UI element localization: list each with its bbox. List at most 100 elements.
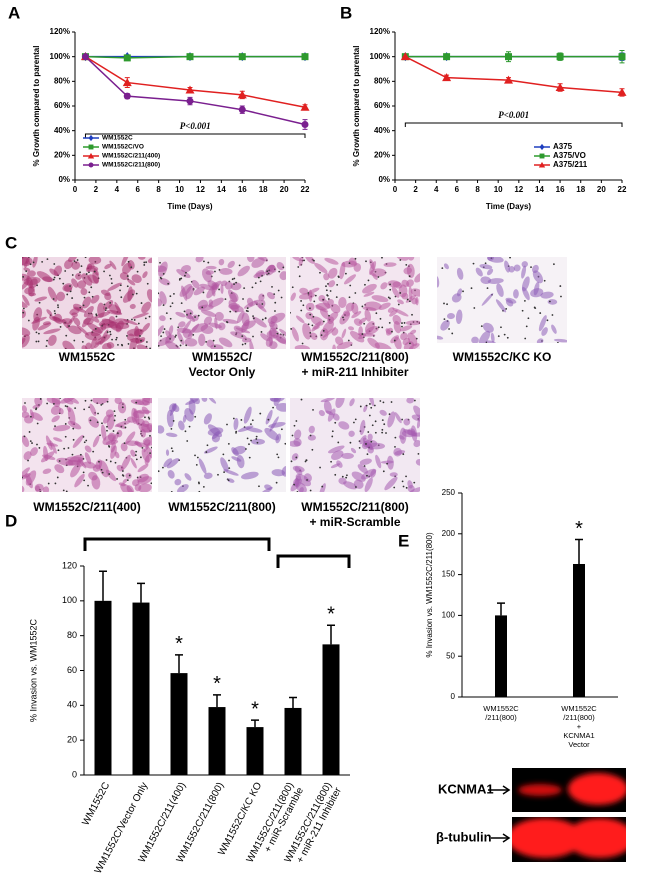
cell xyxy=(241,471,259,480)
pore xyxy=(27,319,30,322)
cell xyxy=(332,344,336,349)
cell xyxy=(538,315,547,332)
marker xyxy=(88,144,94,150)
pore xyxy=(375,312,378,315)
cell xyxy=(42,486,50,492)
bar xyxy=(322,644,340,775)
cell xyxy=(199,283,215,291)
pore xyxy=(226,423,228,426)
cell xyxy=(106,413,115,430)
pore xyxy=(379,317,382,320)
pore xyxy=(377,276,380,278)
cell xyxy=(22,435,30,448)
pore xyxy=(365,443,367,445)
x-tick-label-line: /211(800) xyxy=(563,713,595,722)
pore xyxy=(87,484,89,487)
cell xyxy=(351,302,359,315)
marker xyxy=(539,153,545,159)
pore xyxy=(126,275,129,277)
pore xyxy=(370,440,373,443)
pore xyxy=(226,321,229,324)
cell xyxy=(504,260,510,273)
legend-label: A375/VO xyxy=(553,151,586,160)
cell xyxy=(147,257,152,264)
pore xyxy=(361,305,364,308)
cell xyxy=(184,338,198,347)
pore xyxy=(386,462,389,465)
marker xyxy=(123,54,131,62)
series-line xyxy=(85,56,306,108)
pore xyxy=(148,417,151,420)
pore xyxy=(54,482,57,485)
cell xyxy=(75,273,82,280)
cell xyxy=(281,466,286,477)
pore xyxy=(85,439,88,442)
cell xyxy=(551,324,557,334)
pore xyxy=(548,300,551,303)
cell xyxy=(540,291,554,299)
pore xyxy=(260,331,263,333)
cell xyxy=(158,325,164,338)
cell xyxy=(508,266,515,273)
cell xyxy=(92,398,109,404)
cell xyxy=(547,299,558,305)
cell xyxy=(401,292,409,300)
cell xyxy=(327,316,335,324)
cell xyxy=(295,473,312,487)
panel-label: E xyxy=(398,531,409,550)
x-axis-label: Time (Days) xyxy=(167,202,213,211)
cell xyxy=(178,321,186,328)
pore xyxy=(354,257,357,260)
pore xyxy=(349,441,352,444)
cell xyxy=(378,302,391,310)
pore xyxy=(413,481,416,484)
pore xyxy=(54,425,56,428)
pore xyxy=(135,450,138,453)
legend-label: A375 xyxy=(553,142,573,151)
cell xyxy=(480,276,492,285)
pore xyxy=(145,341,148,343)
cell xyxy=(251,438,265,445)
pore xyxy=(401,325,403,328)
pore xyxy=(65,334,68,337)
pore xyxy=(543,279,546,282)
cell xyxy=(237,310,245,323)
x-tick-label: 2 xyxy=(94,185,99,194)
image-caption: WM1552C/211(400) xyxy=(33,500,140,514)
cell xyxy=(91,475,101,490)
panel-label: C xyxy=(5,233,17,252)
pore xyxy=(232,417,235,420)
cell xyxy=(54,464,65,474)
cell xyxy=(392,281,403,289)
image-caption: WM1552C/211(800) + miR-211 Inhibiter xyxy=(301,350,409,379)
cell xyxy=(74,473,85,488)
pore xyxy=(551,314,554,316)
pore xyxy=(133,319,136,321)
cell xyxy=(451,293,462,303)
pore xyxy=(90,399,93,402)
pore xyxy=(94,327,97,330)
cell xyxy=(45,435,53,451)
micrograph-cells xyxy=(158,398,286,492)
marker xyxy=(186,97,194,105)
cell xyxy=(276,402,286,412)
pore xyxy=(137,322,140,325)
pore xyxy=(312,315,315,318)
cell xyxy=(264,427,280,441)
cell xyxy=(233,325,244,334)
pore xyxy=(120,343,123,346)
pore xyxy=(368,414,371,417)
pore xyxy=(259,412,262,415)
pore xyxy=(106,331,109,333)
pore xyxy=(146,282,149,285)
cell xyxy=(32,316,40,331)
pore xyxy=(30,415,32,418)
cell xyxy=(206,339,215,348)
cell xyxy=(335,336,344,346)
bar xyxy=(284,707,302,775)
cell xyxy=(305,312,314,320)
cell xyxy=(370,268,387,277)
pore xyxy=(194,415,197,418)
pore xyxy=(252,317,255,320)
cell xyxy=(265,409,273,425)
